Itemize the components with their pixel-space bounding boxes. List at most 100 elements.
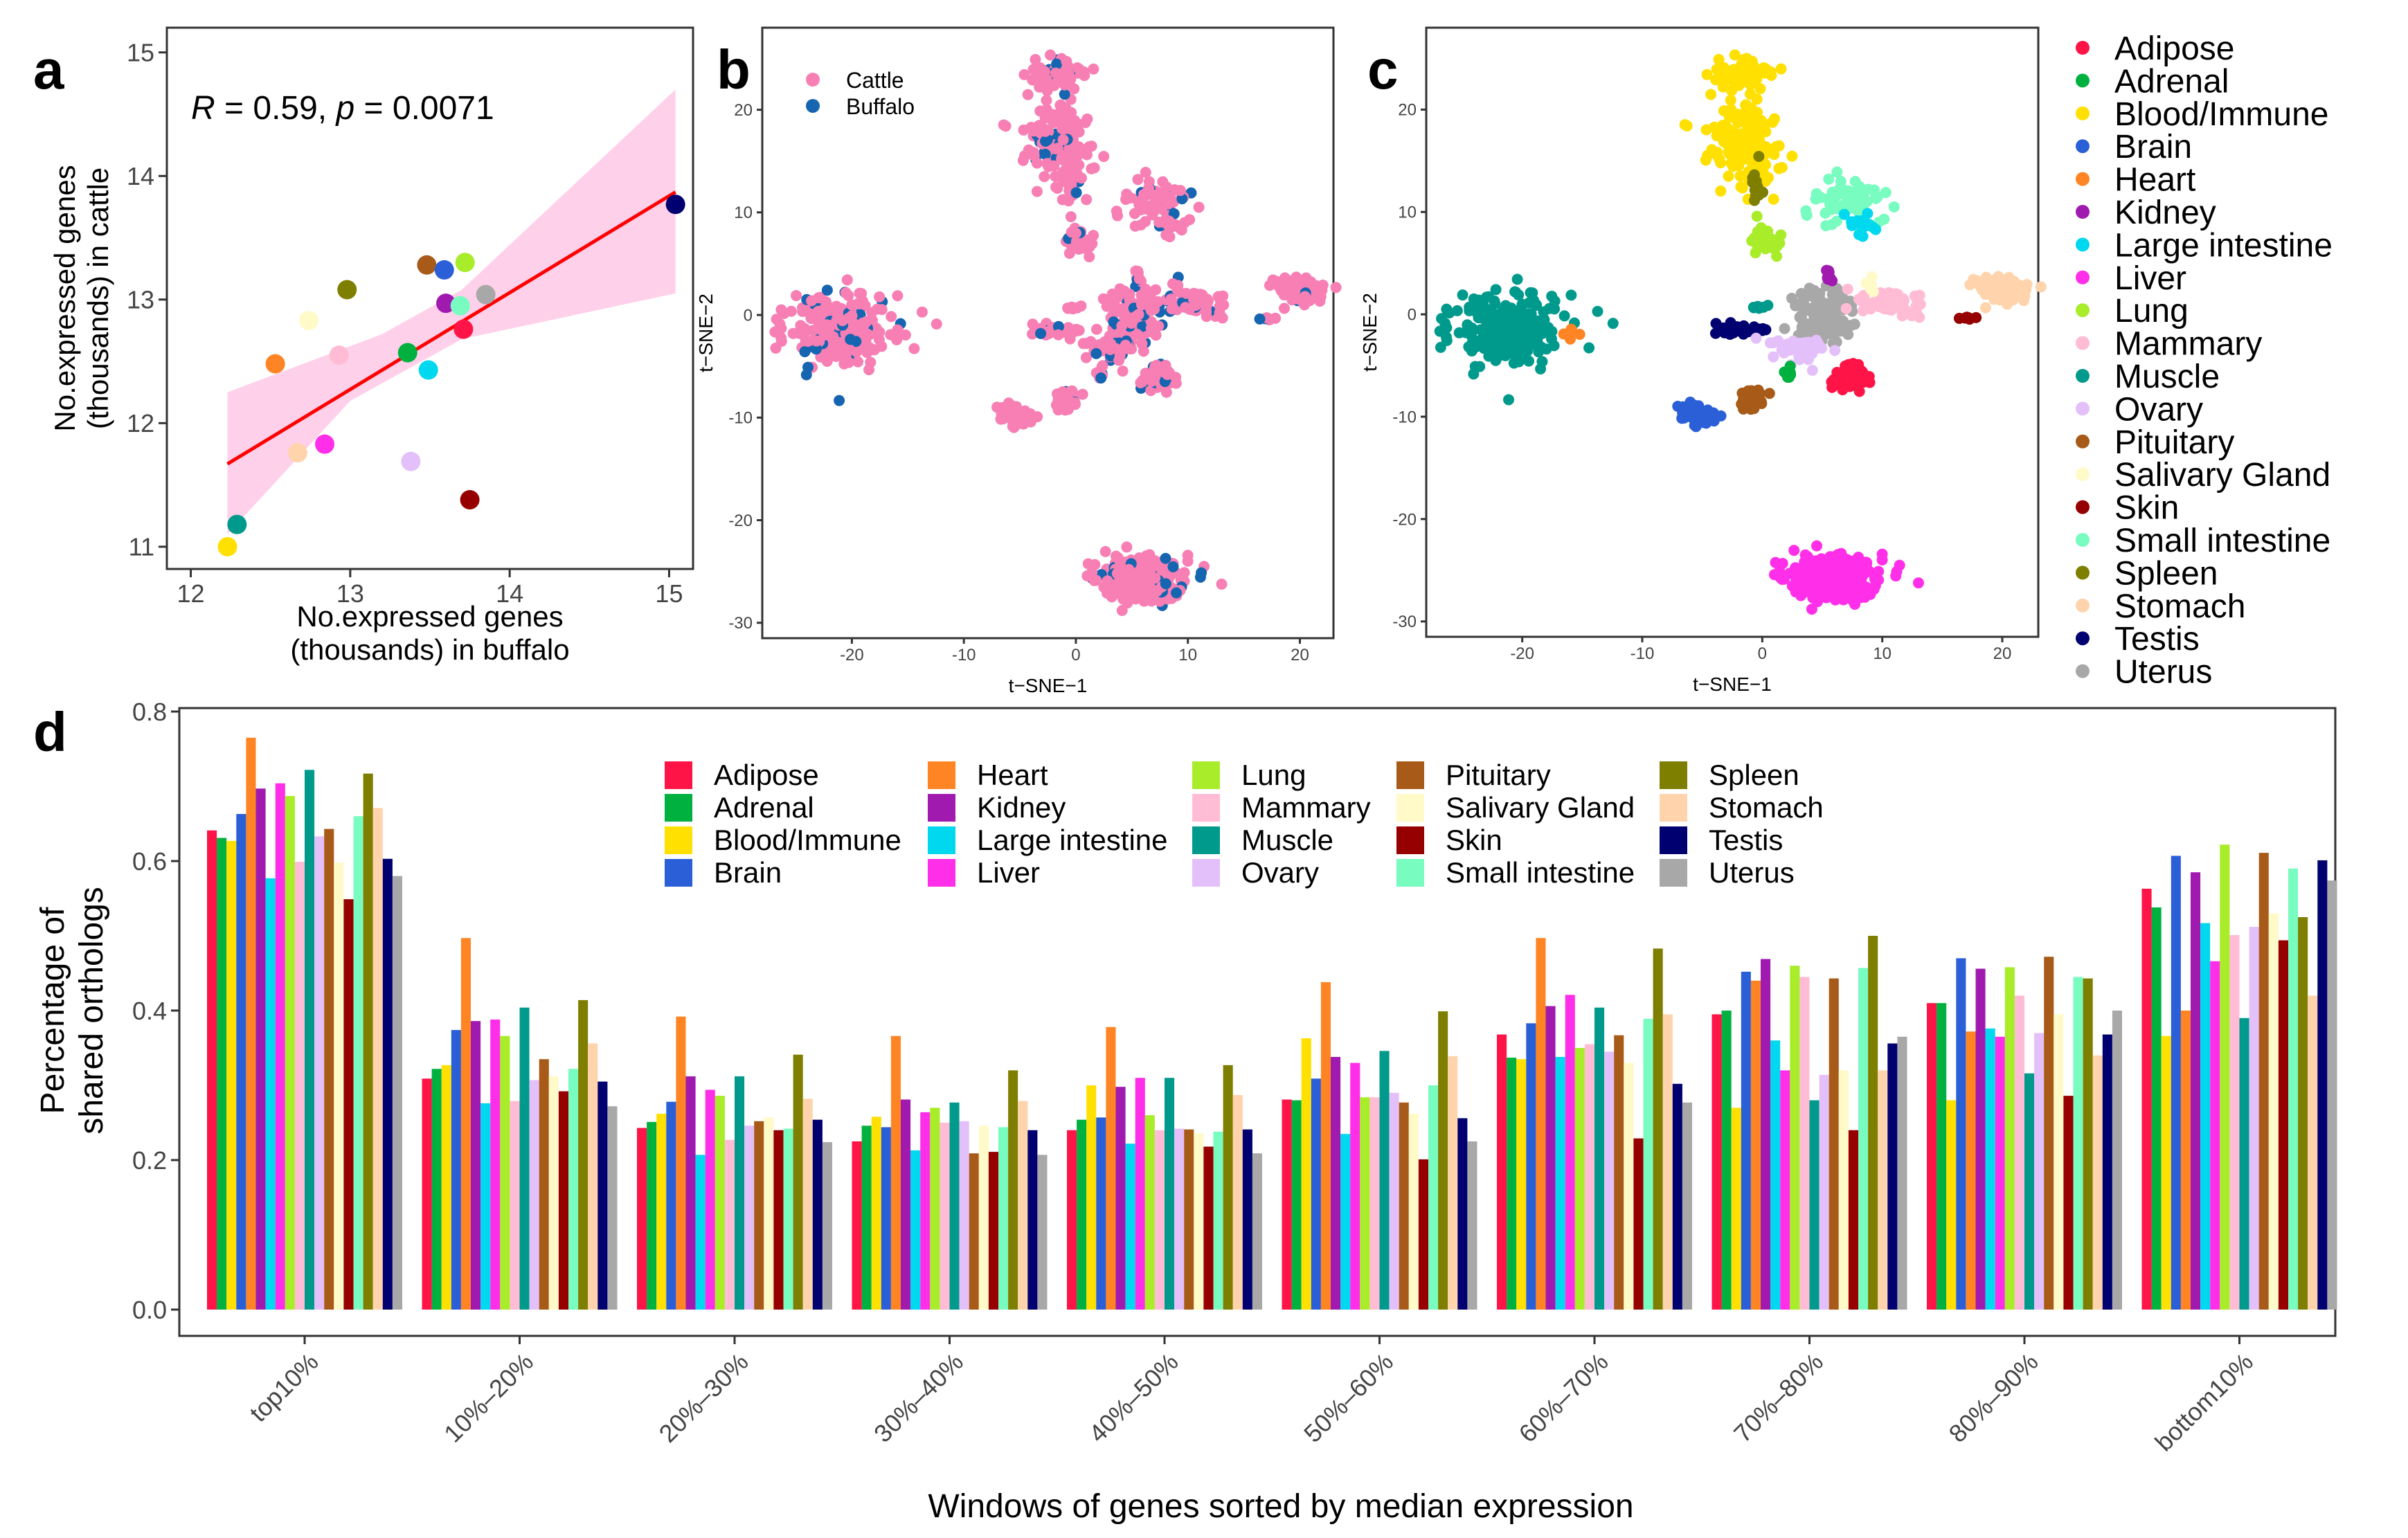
tsne-point — [1857, 230, 1869, 242]
tsne-point — [1048, 80, 1060, 91]
tsne-point — [1031, 186, 1043, 197]
tsne-point — [1176, 193, 1188, 205]
tsne-point — [1117, 365, 1129, 377]
tsne-point — [1711, 125, 1723, 136]
tsne-point — [1511, 273, 1523, 285]
tsne-point — [1162, 198, 1174, 210]
tsne-point — [1742, 123, 1754, 134]
bar-stomach — [2092, 1055, 2103, 1310]
bar-adipose — [1282, 1099, 1292, 1310]
legend-dot — [2076, 500, 2090, 514]
tsne-point — [1752, 117, 1763, 129]
bar-liver — [1995, 1036, 2005, 1310]
bar-salivary-gland — [1408, 1114, 1419, 1310]
tsne-point — [1826, 376, 1838, 388]
bar-adrenal — [1077, 1119, 1087, 1310]
tsne-point — [1057, 134, 1069, 145]
legend-swatch — [928, 826, 955, 854]
tsne-point — [1833, 550, 1844, 562]
x-tick-label: 70%–80% — [1728, 1348, 1829, 1448]
tsne-point — [1108, 291, 1120, 302]
tsne-point — [1709, 413, 1720, 424]
bar-salivary-gland — [2054, 1014, 2064, 1310]
y-tick-label: 11 — [129, 532, 154, 561]
tsne-point — [1160, 552, 1171, 564]
tsne-point — [1254, 313, 1266, 325]
legend-label: Ovary — [2114, 391, 2203, 428]
tsne-point — [1500, 305, 1511, 316]
tsne-point — [2021, 279, 2033, 291]
tsne-point — [1831, 215, 1842, 227]
tsne-point — [1710, 74, 1722, 86]
legend-label: Blood/Immune — [2114, 96, 2329, 133]
tsne-point — [821, 284, 833, 296]
tsne-point — [1080, 352, 1092, 363]
tsne-point — [1216, 578, 1228, 590]
tsne-point — [1041, 95, 1052, 107]
tsne-point — [1806, 604, 1817, 615]
tsne-point — [1027, 74, 1039, 86]
tsne-point — [1188, 294, 1200, 306]
tsne-point — [1109, 305, 1121, 316]
tsne-point — [1051, 58, 1063, 70]
bar-ovary — [2249, 927, 2259, 1310]
tsne-point — [1050, 181, 1062, 193]
bar-adipose — [637, 1128, 647, 1310]
bar-brain — [881, 1127, 891, 1310]
tsne-point — [1771, 251, 1783, 262]
tsne-point — [1891, 566, 1903, 577]
tsne-point — [892, 324, 904, 336]
bar-small-intestine — [568, 1069, 579, 1310]
tsne-point — [1081, 570, 1093, 582]
tsne-point — [1090, 347, 1102, 359]
tsne-point — [1831, 166, 1843, 178]
tsne-point — [1050, 170, 1061, 182]
tsne-point — [1121, 541, 1133, 553]
tsne-point — [1736, 58, 1747, 70]
tsne-point — [1088, 162, 1100, 174]
tsne-point — [810, 343, 822, 355]
tsne-point — [1018, 124, 1030, 136]
legend-swatch — [1192, 794, 1220, 822]
tsne-point — [1041, 134, 1053, 145]
tsne-point — [1154, 187, 1166, 199]
bar-stomach — [802, 1098, 813, 1310]
tsne-point — [809, 313, 821, 325]
bar-adrenal — [217, 838, 227, 1310]
bar-lung — [285, 796, 295, 1310]
tsne-point — [1750, 247, 1761, 259]
y-tick-label: -30 — [728, 614, 753, 633]
bar-liver — [2210, 961, 2220, 1310]
bar-uterus — [1682, 1102, 1692, 1310]
tsne-point — [1502, 341, 1513, 352]
tsne-point — [1824, 308, 1835, 320]
bar-kidney — [1761, 959, 1771, 1310]
bar-stomach — [1662, 1014, 1673, 1310]
bar-salivary-gland — [1624, 1062, 1634, 1310]
tsne-point — [1056, 152, 1068, 163]
bar-ovary — [1174, 1128, 1185, 1310]
tsne-point — [846, 299, 858, 311]
legend-swatch — [1192, 859, 1220, 887]
y-tick-label: -20 — [1392, 510, 1417, 529]
bar-lung — [715, 1096, 725, 1310]
legend-dot — [2076, 434, 2090, 449]
point-adipose — [453, 319, 474, 339]
tsne-point — [1481, 291, 1493, 303]
tsne-point — [1203, 296, 1214, 307]
y-axis-title: shared orthologs — [73, 887, 110, 1134]
bar-mammary — [1154, 1130, 1165, 1310]
bar-ovary — [1389, 1092, 1399, 1310]
tsne-point — [1088, 63, 1099, 75]
tsne-point — [1840, 363, 1851, 375]
point-testis — [665, 194, 685, 215]
bar-large-intestine — [265, 878, 276, 1310]
x-tick-label: top10% — [244, 1348, 323, 1427]
bar-small-intestine — [1643, 1018, 1653, 1310]
y-tick-label: 0.4 — [132, 997, 167, 1025]
legend-label: Adrenal — [714, 791, 814, 824]
bar-small-intestine — [998, 1127, 1009, 1310]
tsne-point — [1797, 290, 1809, 302]
bar-pituitary — [2258, 853, 2269, 1310]
